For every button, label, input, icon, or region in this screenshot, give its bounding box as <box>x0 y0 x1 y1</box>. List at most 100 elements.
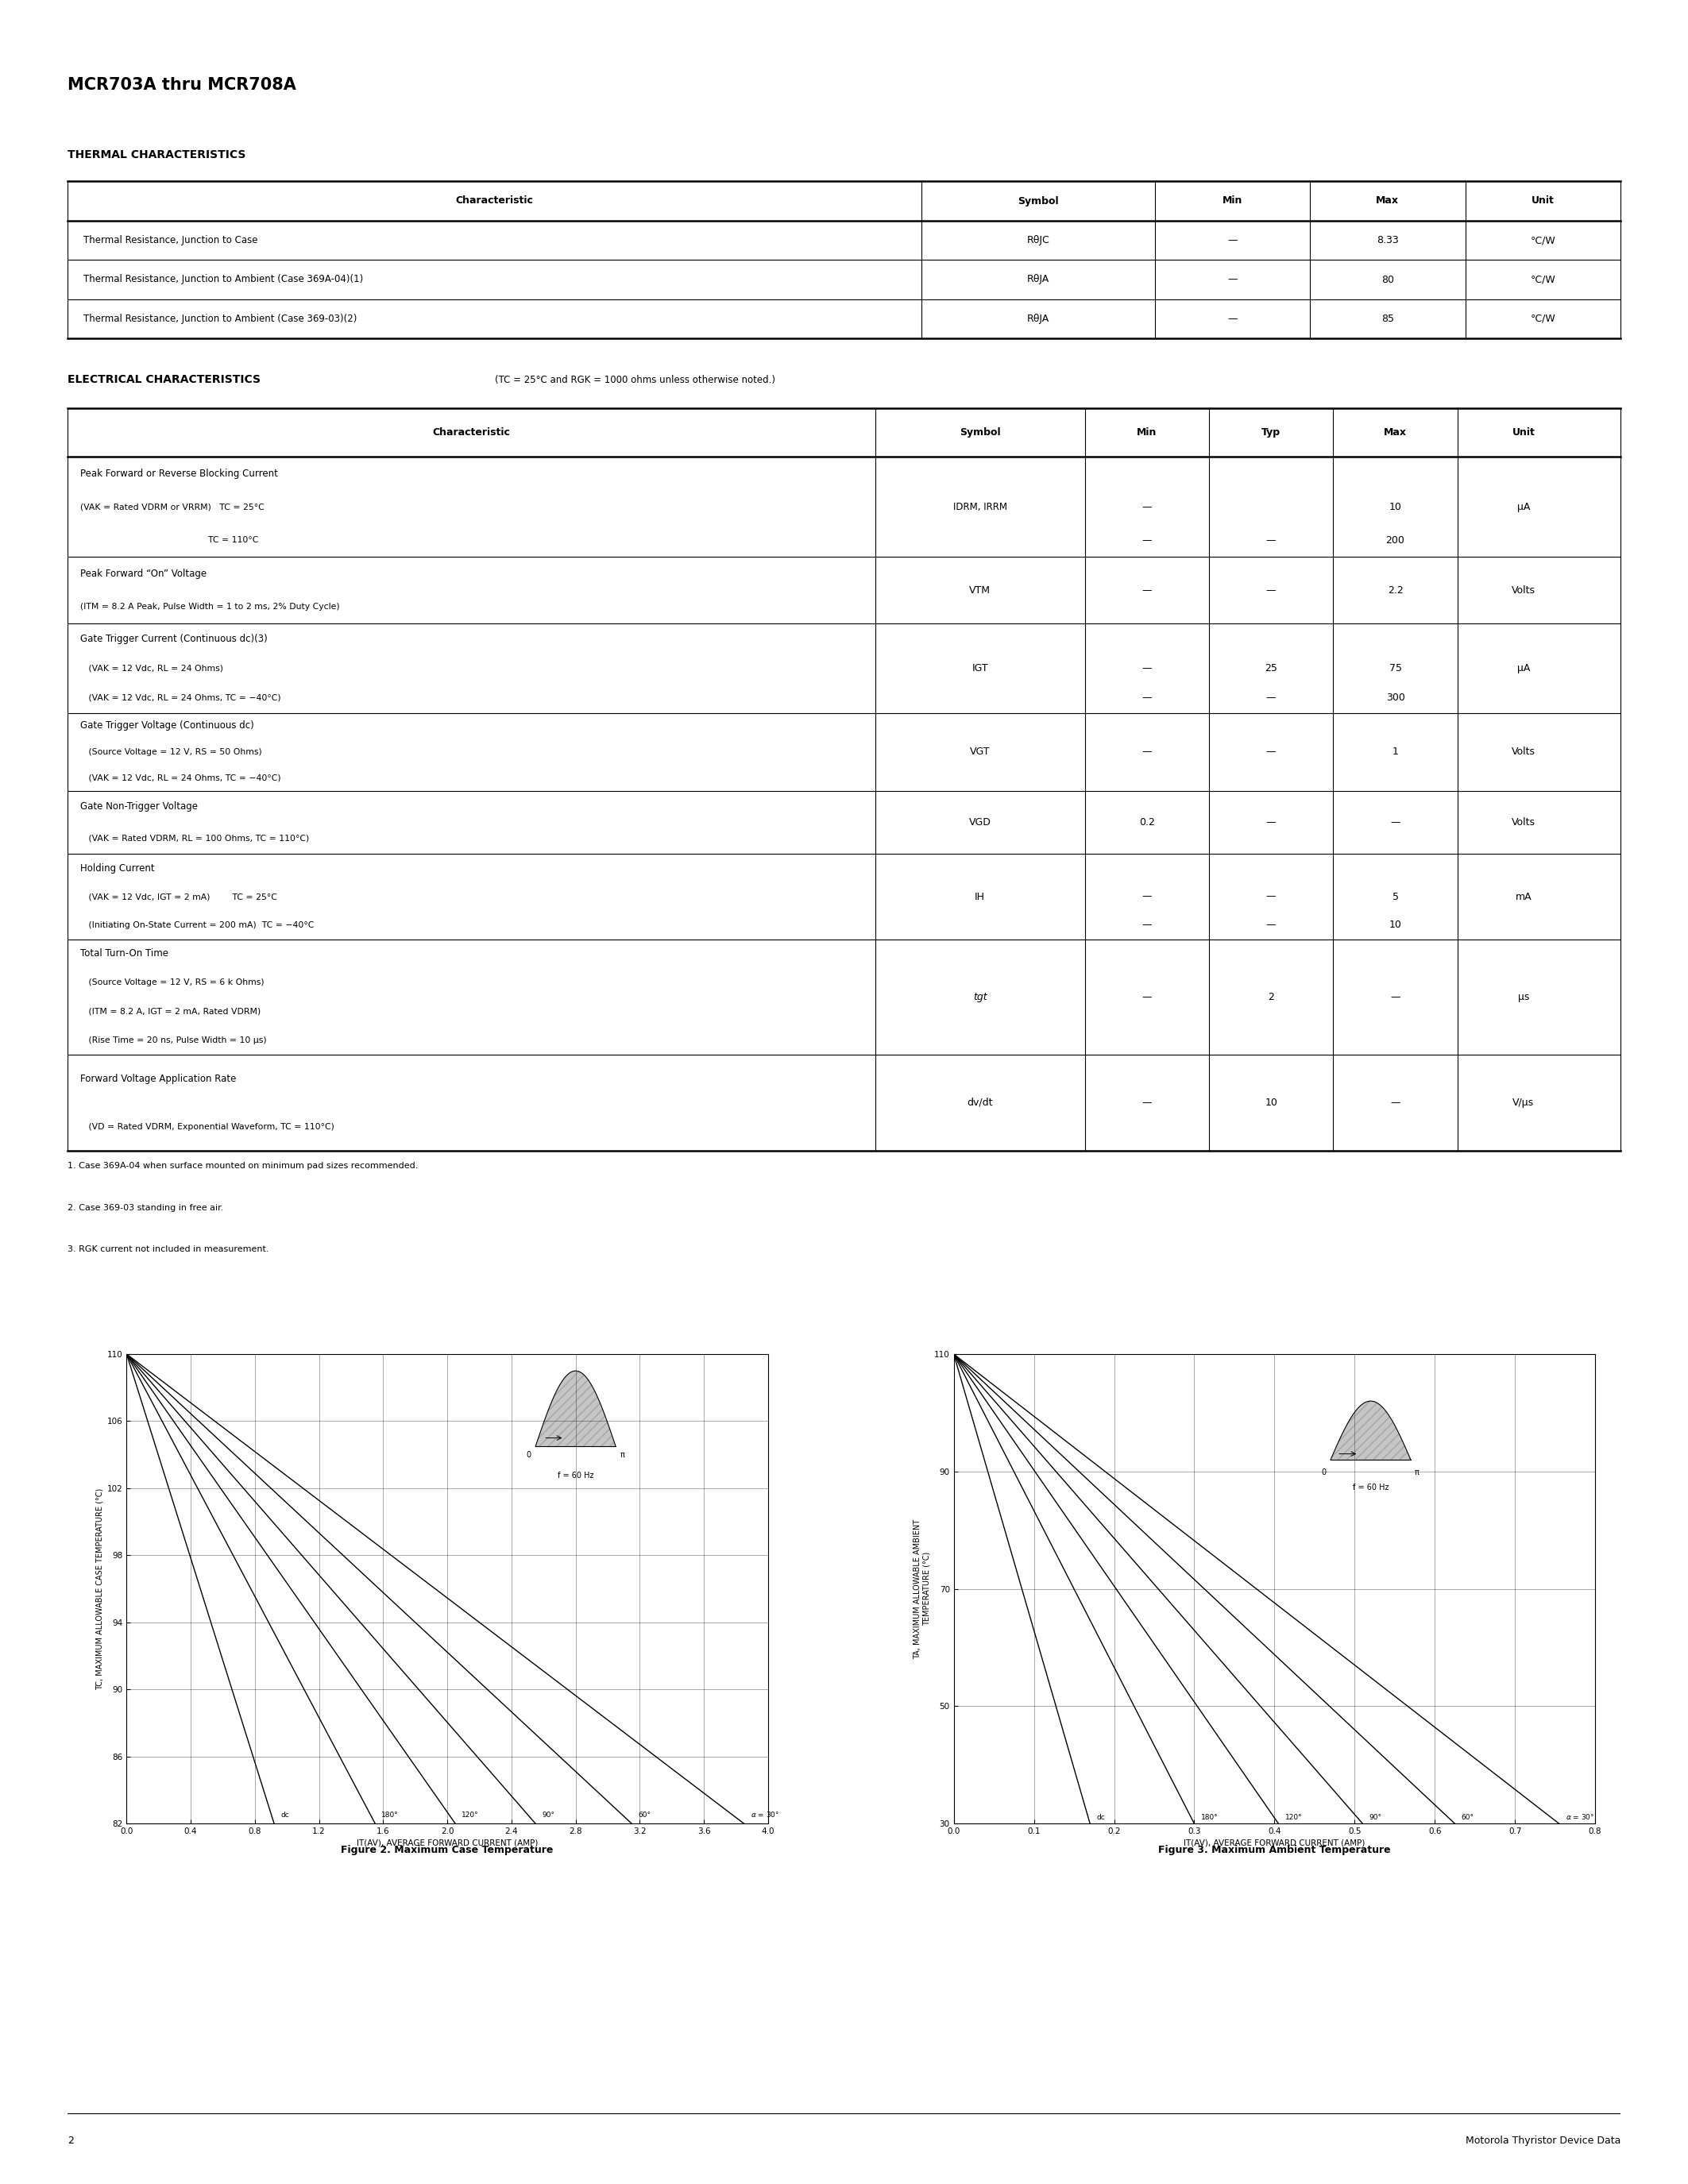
Text: $\alpha$ = 30°: $\alpha$ = 30° <box>1565 1813 1593 1821</box>
Text: 60°: 60° <box>1462 1813 1474 1821</box>
Text: V/μs: V/μs <box>1512 1099 1534 1107</box>
Text: π: π <box>1415 1468 1420 1476</box>
X-axis label: IT(AV), AVERAGE FORWARD CURRENT (AMP): IT(AV), AVERAGE FORWARD CURRENT (AMP) <box>356 1839 538 1848</box>
Text: 1: 1 <box>1393 747 1398 758</box>
Text: (VD = Rated VDRM, Exponential Waveform, TC = 110°C): (VD = Rated VDRM, Exponential Waveform, … <box>79 1123 334 1131</box>
Text: 5: 5 <box>1393 891 1398 902</box>
Text: —: — <box>1141 747 1151 758</box>
Text: 2.2: 2.2 <box>1388 585 1403 596</box>
Text: IH: IH <box>974 891 986 902</box>
Text: Total Turn-On Time: Total Turn-On Time <box>79 948 169 959</box>
Text: RθJA: RθJA <box>1026 314 1050 323</box>
Text: °C/W: °C/W <box>1531 236 1555 245</box>
Text: (ITM = 8.2 A Peak, Pulse Width = 1 to 2 ms, 2% Duty Cycle): (ITM = 8.2 A Peak, Pulse Width = 1 to 2 … <box>79 603 339 612</box>
Text: Characteristic: Characteristic <box>456 197 533 205</box>
Text: 90°: 90° <box>1369 1813 1382 1821</box>
Text: Thermal Resistance, Junction to Case: Thermal Resistance, Junction to Case <box>83 236 257 245</box>
Y-axis label: TA, MAXIMUM ALLOWABLE AMBIENT
TEMPERATURE (°C): TA, MAXIMUM ALLOWABLE AMBIENT TEMPERATUR… <box>913 1518 930 1660</box>
Text: Unit: Unit <box>1512 428 1534 437</box>
Text: 2. Case 369-03 standing in free air.: 2. Case 369-03 standing in free air. <box>68 1203 223 1212</box>
Text: (VAK = 12 Vdc, RL = 24 Ohms): (VAK = 12 Vdc, RL = 24 Ohms) <box>79 664 223 673</box>
Text: dv/dt: dv/dt <box>967 1099 993 1107</box>
Text: 200: 200 <box>1386 535 1404 546</box>
Text: Min: Min <box>1136 428 1156 437</box>
Text: VTM: VTM <box>969 585 991 596</box>
Text: 80: 80 <box>1381 275 1394 284</box>
Text: Characteristic: Characteristic <box>432 428 510 437</box>
Text: Forward Voltage Application Rate: Forward Voltage Application Rate <box>79 1072 236 1083</box>
Text: Typ: Typ <box>1261 428 1281 437</box>
Text: 0: 0 <box>1322 1468 1327 1476</box>
Text: 8.33: 8.33 <box>1376 236 1399 245</box>
Text: —: — <box>1266 891 1276 902</box>
Text: 0.2: 0.2 <box>1139 817 1155 828</box>
Text: μA: μA <box>1518 502 1529 511</box>
Text: Gate Trigger Voltage (Continuous dc): Gate Trigger Voltage (Continuous dc) <box>79 721 253 732</box>
Text: mA: mA <box>1516 891 1531 902</box>
Text: 180°: 180° <box>1200 1813 1219 1821</box>
Text: (Initiating On-State Current = 200 mA)  TC = −40°C: (Initiating On-State Current = 200 mA) T… <box>79 922 314 928</box>
Text: dc: dc <box>1097 1813 1106 1821</box>
Text: —: — <box>1141 891 1151 902</box>
Text: Thermal Resistance, Junction to Ambient (Case 369-03)(2): Thermal Resistance, Junction to Ambient … <box>83 314 356 323</box>
Text: (VAK = Rated VDRM, RL = 100 Ohms, TC = 110°C): (VAK = Rated VDRM, RL = 100 Ohms, TC = 1… <box>79 834 309 843</box>
Text: π: π <box>621 1452 625 1459</box>
Text: ELECTRICAL CHARACTERISTICS: ELECTRICAL CHARACTERISTICS <box>68 373 260 387</box>
Text: —: — <box>1227 236 1237 245</box>
Text: —: — <box>1141 1099 1151 1107</box>
Text: —: — <box>1141 585 1151 596</box>
Y-axis label: TC, MAXIMUM ALLOWABLE CASE TEMPERATURE (°C): TC, MAXIMUM ALLOWABLE CASE TEMPERATURE (… <box>96 1487 103 1690</box>
Text: 75: 75 <box>1389 664 1401 673</box>
Text: (VAK = Rated VDRM or VRRM)   TC = 25°C: (VAK = Rated VDRM or VRRM) TC = 25°C <box>79 502 263 511</box>
Text: (VAK = 12 Vdc, RL = 24 Ohms, TC = −40°C): (VAK = 12 Vdc, RL = 24 Ohms, TC = −40°C) <box>79 773 280 782</box>
Text: (Source Voltage = 12 V, RS = 50 Ohms): (Source Voltage = 12 V, RS = 50 Ohms) <box>79 747 262 756</box>
Text: Volts: Volts <box>1511 747 1536 758</box>
Text: (ITM = 8.2 A, IGT = 2 mA, Rated VDRM): (ITM = 8.2 A, IGT = 2 mA, Rated VDRM) <box>79 1007 260 1016</box>
Text: 85: 85 <box>1381 314 1394 323</box>
Text: VGT: VGT <box>971 747 991 758</box>
Text: 180°: 180° <box>381 1811 398 1819</box>
Text: (VAK = 12 Vdc, RL = 24 Ohms, TC = −40°C): (VAK = 12 Vdc, RL = 24 Ohms, TC = −40°C) <box>79 695 280 701</box>
Text: THERMAL CHARACTERISTICS: THERMAL CHARACTERISTICS <box>68 149 246 162</box>
Text: RθJC: RθJC <box>1026 236 1050 245</box>
Text: Min: Min <box>1222 197 1242 205</box>
Text: Volts: Volts <box>1511 585 1536 596</box>
X-axis label: IT(AV), AVERAGE FORWARD CURRENT (AMP): IT(AV), AVERAGE FORWARD CURRENT (AMP) <box>1183 1839 1366 1848</box>
Text: Figure 3. Maximum Ambient Temperature: Figure 3. Maximum Ambient Temperature <box>1158 1845 1391 1854</box>
Text: $\alpha$ = 30°: $\alpha$ = 30° <box>751 1811 780 1819</box>
Text: dc: dc <box>280 1811 289 1819</box>
Text: (Source Voltage = 12 V, RS = 6 k Ohms): (Source Voltage = 12 V, RS = 6 k Ohms) <box>79 978 263 987</box>
Text: —: — <box>1141 664 1151 673</box>
Text: —: — <box>1391 992 1401 1002</box>
Text: 2: 2 <box>1268 992 1274 1002</box>
Text: °C/W: °C/W <box>1531 275 1555 284</box>
Text: Gate Trigger Current (Continuous dc)(3): Gate Trigger Current (Continuous dc)(3) <box>79 633 267 644</box>
Text: —: — <box>1266 535 1276 546</box>
Text: —: — <box>1227 275 1237 284</box>
Text: 10: 10 <box>1389 502 1401 511</box>
Text: (VAK = 12 Vdc, IGT = 2 mA)        TC = 25°C: (VAK = 12 Vdc, IGT = 2 mA) TC = 25°C <box>79 893 277 900</box>
Text: Gate Non-Trigger Voltage: Gate Non-Trigger Voltage <box>79 802 197 812</box>
Text: Volts: Volts <box>1511 817 1536 828</box>
Text: Max: Max <box>1384 428 1406 437</box>
Text: Peak Forward or Reverse Blocking Current: Peak Forward or Reverse Blocking Current <box>79 467 277 478</box>
Text: 1. Case 369A-04 when surface mounted on minimum pad sizes recommended.: 1. Case 369A-04 when surface mounted on … <box>68 1162 419 1171</box>
Text: tgt: tgt <box>972 992 987 1002</box>
Text: 10: 10 <box>1389 919 1401 930</box>
Text: —: — <box>1266 919 1276 930</box>
Text: —: — <box>1141 692 1151 703</box>
Text: —: — <box>1141 919 1151 930</box>
Text: Figure 2. Maximum Case Temperature: Figure 2. Maximum Case Temperature <box>341 1845 554 1854</box>
Text: (Rise Time = 20 ns, Pulse Width = 10 μs): (Rise Time = 20 ns, Pulse Width = 10 μs) <box>79 1035 267 1044</box>
Text: —: — <box>1391 817 1401 828</box>
Text: 120°: 120° <box>463 1811 479 1819</box>
Text: MCR703A thru MCR708A: MCR703A thru MCR708A <box>68 76 295 94</box>
Text: —: — <box>1266 692 1276 703</box>
Text: f = 60 Hz: f = 60 Hz <box>557 1472 594 1479</box>
Text: —: — <box>1141 992 1151 1002</box>
Text: μs: μs <box>1518 992 1529 1002</box>
Text: 2: 2 <box>68 2136 74 2147</box>
Text: Unit: Unit <box>1531 197 1555 205</box>
Text: —: — <box>1266 817 1276 828</box>
Text: —: — <box>1141 502 1151 511</box>
